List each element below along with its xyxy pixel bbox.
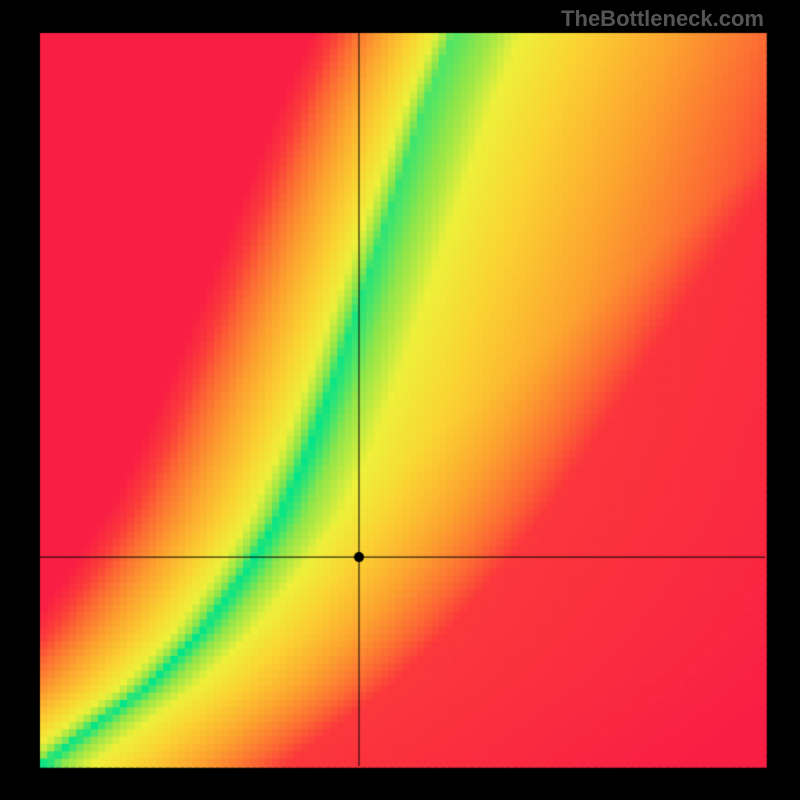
watermark-text: TheBottleneck.com (561, 6, 764, 32)
bottleneck-heatmap (0, 0, 800, 800)
